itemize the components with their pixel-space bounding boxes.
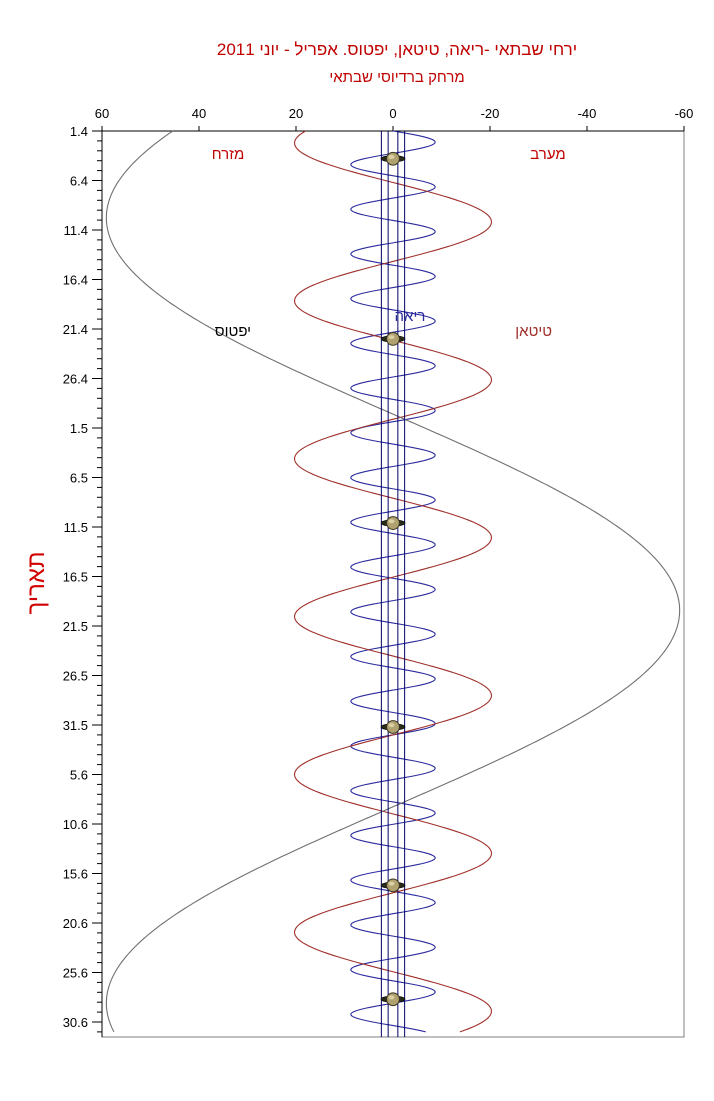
y-tick-label: 11.4 — [64, 223, 88, 238]
series-line-יפטוס — [105, 130, 681, 1033]
east-label: מזרח — [212, 146, 245, 163]
series-line-טיטאן — [293, 130, 493, 1033]
series-label-יפטוס: יפטוס — [215, 323, 251, 340]
y-tick-label: 20.6 — [63, 916, 88, 931]
y-tick-label: 11.5 — [64, 520, 88, 535]
x-axis: 60 40 20 0 -20 -40 -60 — [95, 106, 694, 132]
y-tick-label: 5.6 — [70, 768, 88, 783]
y-tick-label: 30.6 — [63, 1015, 88, 1030]
series-layer — [105, 130, 681, 1033]
series-label-טיטאן: טיטאן — [515, 323, 552, 340]
y-tick-label: 26.5 — [63, 669, 88, 684]
y-tick-label: 10.6 — [63, 817, 88, 832]
y-tick-label: 25.6 — [63, 966, 88, 981]
x-tick-label: 40 — [192, 106, 206, 121]
west-label: מערב — [530, 146, 565, 163]
chart-subtitle: מרחק ברדיוסי שבתאי — [329, 69, 464, 86]
series-line-ריאה — [350, 130, 436, 1033]
y-tick-label: 16.5 — [63, 570, 88, 585]
series-label-ריאה: ריאה — [395, 308, 426, 325]
x-tick-label: 20 — [289, 106, 303, 121]
y-tick-label: 31.5 — [63, 718, 88, 733]
y-tick-label: 6.5 — [70, 471, 88, 486]
saturn-icon — [380, 720, 406, 734]
saturn-markers — [380, 151, 406, 1007]
saturn-icon — [380, 151, 406, 166]
x-tick-label: 0 — [389, 106, 396, 121]
saturn-icon — [380, 878, 406, 893]
y-tick-label: 21.4 — [63, 322, 88, 337]
y-tick-label: 26.4 — [63, 372, 88, 387]
y-tick-label: 1.4 — [70, 124, 88, 139]
y-tick-label: 6.4 — [70, 174, 88, 189]
series-labels: ריאה טיטאן יפטוס — [215, 308, 552, 340]
chart-title: ירחי שבתאי -ריאה, טיטאן, יפטוס. אפריל - … — [217, 40, 577, 59]
y-tick-label: 15.6 — [63, 867, 88, 882]
saturn-icon — [380, 516, 406, 530]
x-tick-label: -40 — [578, 106, 597, 121]
y-tick-label: 21.5 — [63, 619, 88, 634]
y-tick-label: 16.4 — [63, 273, 88, 288]
x-tick-label: -60 — [675, 106, 694, 121]
x-tick-label: -20 — [481, 106, 500, 121]
y-axis-label: תאריך — [23, 551, 50, 614]
y-axis: 1.4 6.4 11.4 16.4 21.4 26.4 1.5 6.5 11.5 16.5 21.5… — [63, 124, 103, 1037]
plot-frame — [101, 130, 685, 1038]
y-tick-label: 1.5 — [70, 421, 88, 436]
saturn-icon — [380, 331, 406, 346]
x-tick-label: 60 — [95, 106, 109, 121]
saturn-icon — [380, 992, 406, 1007]
